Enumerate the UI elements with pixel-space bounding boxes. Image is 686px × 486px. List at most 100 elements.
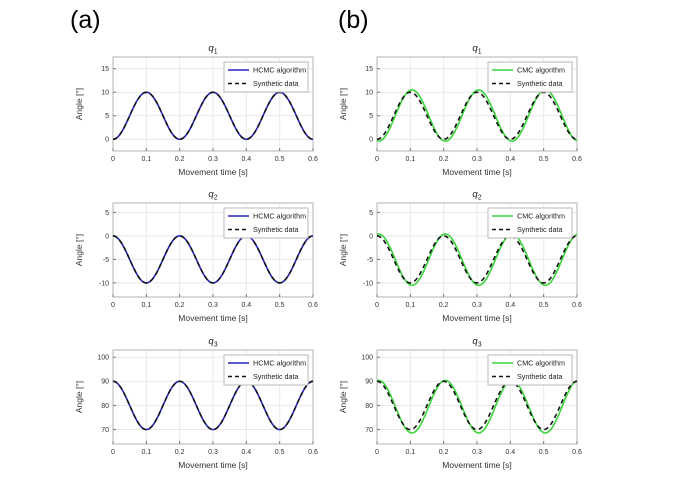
x-tick-label: 0.2 bbox=[439, 302, 449, 309]
x-tick-label: 0.4 bbox=[505, 156, 515, 163]
series-synthetic-data bbox=[112, 235, 314, 284]
y-tick-label: 90 bbox=[365, 379, 373, 386]
y-tick-label: 5 bbox=[105, 210, 109, 217]
legend-box bbox=[487, 354, 573, 386]
subplot-title: q2 bbox=[472, 189, 481, 202]
subplot-title: q3 bbox=[472, 336, 481, 349]
series-hcmc-algorithm bbox=[112, 380, 314, 431]
x-tick-label: 0.3 bbox=[208, 302, 218, 309]
x-axis-label: Movement time [s] bbox=[178, 167, 247, 177]
subplot-title-sub: 3 bbox=[478, 342, 482, 349]
x-axis-label: Movement time [s] bbox=[442, 167, 511, 177]
legend-label-synthetic-data: Synthetic data bbox=[517, 372, 563, 381]
x-tick-label: 0 bbox=[111, 449, 115, 456]
legend-label-cmc-algorithm: CMC algorithm bbox=[517, 358, 565, 367]
y-tick-label: 5 bbox=[369, 113, 373, 120]
x-tick-label: 0.3 bbox=[208, 449, 218, 456]
x-tick-label: 0 bbox=[375, 449, 379, 456]
y-tick-label: -10 bbox=[363, 280, 373, 287]
x-tick-label: 0.2 bbox=[175, 156, 185, 163]
x-tick-label: 0.3 bbox=[208, 156, 218, 163]
y-tick-label: 0 bbox=[369, 137, 373, 144]
y-tick-label: 10 bbox=[365, 90, 373, 97]
x-tick-label: 0.2 bbox=[175, 449, 185, 456]
y-axis-label: Angle [°] bbox=[74, 88, 84, 120]
subplot-a-q1: 0 0.1 0.2 0.3 0.4 0.5 0.6 0 5 10 15 q1 Angle [°] Move… bbox=[71, 41, 321, 179]
x-tick-label: 0.6 bbox=[308, 302, 318, 309]
x-tick-label: 0.6 bbox=[572, 449, 582, 456]
subplot-title-sub: 2 bbox=[214, 195, 218, 202]
subplot-b-q3: 0 0.1 0.2 0.3 0.4 0.5 0.6 70 80 90 100 q3 Angle [°] M… bbox=[335, 334, 585, 472]
y-tick-label: 10 bbox=[101, 90, 109, 97]
y-axis-label: Angle [°] bbox=[74, 381, 84, 413]
y-tick-label: 100 bbox=[361, 355, 373, 362]
subplot-title-sub: 1 bbox=[478, 49, 482, 56]
subplot-title-base: q bbox=[472, 189, 478, 200]
series-cmc-algorithm bbox=[376, 379, 578, 434]
panel-label-b: (b) bbox=[338, 6, 369, 34]
legend: CMC algorithm Synthetic data bbox=[487, 207, 573, 239]
y-tick-label: 100 bbox=[97, 355, 109, 362]
subplot-title-base: q bbox=[472, 336, 478, 347]
legend-label-synthetic-data: Synthetic data bbox=[517, 225, 563, 234]
x-tick-label: 0.3 bbox=[472, 156, 482, 163]
y-tick-label: -5 bbox=[103, 257, 109, 264]
legend: CMC algorithm Synthetic data bbox=[487, 354, 573, 386]
x-tick-label: 0.2 bbox=[175, 302, 185, 309]
x-tick-label: 0.3 bbox=[472, 449, 482, 456]
tick-marks bbox=[112, 68, 314, 151]
x-axis-label: Movement time [s] bbox=[442, 313, 511, 323]
grid-lines bbox=[377, 350, 577, 444]
legend-label-hcmc-algorithm: HCMC algorithm bbox=[253, 65, 306, 74]
panel-label-a: (a) bbox=[70, 6, 101, 34]
y-tick-label: -10 bbox=[99, 280, 109, 287]
subplot-title-base: q bbox=[472, 43, 478, 54]
chart-svg-a-q2: 0 0.1 0.2 0.3 0.4 0.5 0.6 -10 -5 0 5 q2 Angle [°] Mov… bbox=[74, 189, 318, 323]
y-tick-label: 15 bbox=[365, 66, 373, 73]
subplot-title: q1 bbox=[208, 43, 217, 56]
series-synthetic-data bbox=[376, 235, 578, 284]
legend-box bbox=[223, 207, 309, 239]
legend-box bbox=[487, 207, 573, 239]
legend: HCMC algorithm Synthetic data bbox=[223, 207, 309, 239]
chart-svg-b-q1: 0 0.1 0.2 0.3 0.4 0.5 0.6 0 5 10 15 q1 Angle [°] Move… bbox=[338, 43, 582, 177]
x-tick-label: 0.5 bbox=[275, 302, 285, 309]
subplot-title-base: q bbox=[208, 43, 214, 54]
chart-svg-b-q2: 0 0.1 0.2 0.3 0.4 0.5 0.6 -10 -5 0 5 q2 Angle [°] Mov… bbox=[338, 189, 582, 323]
subplot-title: q2 bbox=[208, 189, 217, 202]
subplot-title: q3 bbox=[208, 336, 217, 349]
x-tick-label: 0.4 bbox=[505, 449, 515, 456]
x-tick-label: 0.4 bbox=[241, 156, 251, 163]
y-tick-label: 5 bbox=[369, 210, 373, 217]
x-tick-label: 0.6 bbox=[572, 156, 582, 163]
x-tick-label: 0.5 bbox=[539, 302, 549, 309]
legend-label-synthetic-data: Synthetic data bbox=[253, 225, 299, 234]
y-tick-label: 80 bbox=[365, 403, 373, 410]
x-tick-label: 0.4 bbox=[505, 302, 515, 309]
x-tick-label: 0.1 bbox=[141, 156, 151, 163]
x-tick-label: 0.4 bbox=[241, 302, 251, 309]
chart-svg-b-q3: 0 0.1 0.2 0.3 0.4 0.5 0.6 70 80 90 100 q3 Angle [°] M… bbox=[338, 336, 582, 470]
x-tick-label: 0 bbox=[111, 302, 115, 309]
legend: HCMC algorithm Synthetic data bbox=[223, 61, 309, 93]
legend-label-cmc-algorithm: CMC algorithm bbox=[517, 211, 565, 220]
legend-box bbox=[223, 61, 309, 93]
y-axis-label: Angle [°] bbox=[338, 381, 348, 413]
x-tick-label: 0.5 bbox=[275, 156, 285, 163]
x-tick-label: 0.1 bbox=[405, 449, 415, 456]
legend-label-hcmc-algorithm: HCMC algorithm bbox=[253, 358, 306, 367]
y-tick-label: 70 bbox=[365, 427, 373, 434]
subplot-title-base: q bbox=[208, 336, 214, 347]
subplot-b-q1: 0 0.1 0.2 0.3 0.4 0.5 0.6 0 5 10 15 q1 Angle [°] Move… bbox=[335, 41, 585, 179]
subplot-b-q2: 0 0.1 0.2 0.3 0.4 0.5 0.6 -10 -5 0 5 q2 Angle [°] Mov… bbox=[335, 187, 585, 325]
tick-marks bbox=[376, 211, 578, 297]
series-cmc-algorithm bbox=[376, 233, 578, 287]
x-tick-label: 0 bbox=[375, 302, 379, 309]
x-tick-label: 0 bbox=[111, 156, 115, 163]
y-tick-label: 0 bbox=[105, 137, 109, 144]
y-tick-label: 80 bbox=[101, 403, 109, 410]
chart-svg-a-q1: 0 0.1 0.2 0.3 0.4 0.5 0.6 0 5 10 15 q1 Angle [°] Move… bbox=[74, 43, 318, 177]
y-tick-label: 70 bbox=[101, 427, 109, 434]
y-tick-label: 0 bbox=[369, 233, 373, 240]
subplot-a-q3: 0 0.1 0.2 0.3 0.4 0.5 0.6 70 80 90 100 q3 Angle [°] M… bbox=[71, 334, 321, 472]
